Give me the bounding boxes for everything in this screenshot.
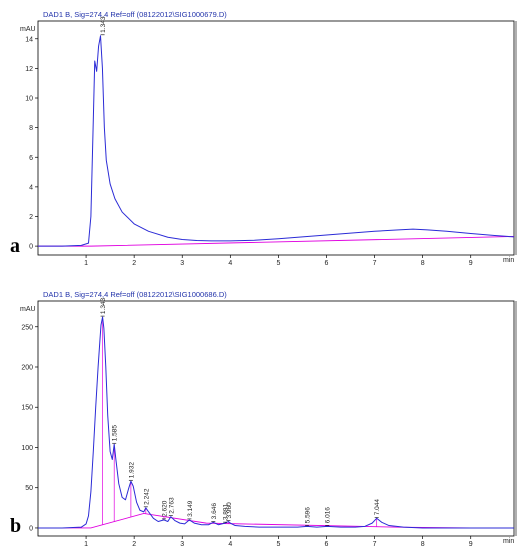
x-tick-label-a: 2 [132,260,136,267]
y-tick-label-a: 12 [25,66,33,73]
x-tick-label-b: 6 [325,541,329,548]
x-tick-label-b: 2 [132,541,136,548]
y-tick-label-b: 50 [25,485,33,492]
peak-label: 2.763 [168,497,175,514]
x-tick-label-a: 8 [421,260,425,267]
peak-label: 5.596 [305,507,312,524]
x-tick-label-a: 3 [180,260,184,267]
peak-label: 2.620 [161,500,168,517]
peak-label: 7.044 [374,499,381,516]
x-axis-unit-a: min [503,257,514,264]
chromatogram-panel-b: DAD1 B, Sig=274,4 Ref=off (08122012\SIG1… [10,290,517,548]
peak-label: 1.932 [128,462,135,479]
x-tick-label-b: 3 [180,541,184,548]
y-axis-unit-a: mAU [20,26,36,33]
x-axis-unit-b: min [503,538,514,545]
x-tick-label-a: 6 [325,260,329,267]
y-tick-label-a: 8 [29,125,33,132]
chart-header-a: DAD1 B, Sig=274,4 Ref=off (08122012\SIG1… [43,10,227,19]
chart-header-b: DAD1 B, Sig=274,4 Ref=off (08122012\SIG1… [43,290,227,299]
y-tick-label-a: 6 [29,155,33,162]
peak-label: 1.343 [100,16,107,33]
x-tick-label-a: 7 [373,260,377,267]
plot-frame-a [37,20,515,256]
peak-label: 2.242 [143,488,150,505]
baseline-line-b [38,513,514,529]
y-axis-unit-b: mAU [20,306,36,313]
x-tick-label-b: 5 [276,541,280,548]
y-tick-label-a: 2 [29,214,33,221]
signal-trace-a [38,35,515,247]
y-tick-label-b: 0 [29,525,33,532]
x-tick-label-a: 9 [469,260,473,267]
peak-label: 1.585 [112,425,119,442]
y-tick-label-b: 200 [21,364,33,371]
x-tick-label-a: 1 [84,260,88,267]
x-tick-label-a: 4 [228,260,232,267]
y-tick-label-a: 10 [25,96,33,103]
y-tick-label-a: 14 [25,36,33,43]
plot-frame-b [37,300,515,537]
peak-label: 3.646 [211,503,218,520]
y-tick-label-b: 250 [21,324,33,331]
y-tick-label-a: 0 [29,244,33,251]
peak-label: 3.891 [223,503,230,520]
x-tick-label-b: 7 [373,541,377,548]
baseline-line-a [38,236,515,247]
y-tick-label-b: 100 [21,445,33,452]
peak-label: 3.149 [187,500,194,517]
x-tick-label-b: 8 [421,541,425,548]
peak-label: 3.960 [226,502,233,519]
x-tick-label-b: 1 [84,541,88,548]
panel-label-b: b [10,515,21,537]
peak-label: 6.016 [325,507,332,524]
y-tick-label-b: 150 [21,405,33,412]
peak-label: 1.343 [100,297,107,314]
chromatogram-panel-a: DAD1 B, Sig=274,4 Ref=off (08122012\SIG1… [10,10,517,267]
x-tick-label-b: 4 [228,541,232,548]
x-tick-label-a: 5 [276,260,280,267]
signal-trace-b [38,316,514,529]
x-tick-label-b: 9 [469,541,473,548]
y-tick-label-a: 4 [29,184,33,191]
panel-label-a: a [10,235,20,257]
